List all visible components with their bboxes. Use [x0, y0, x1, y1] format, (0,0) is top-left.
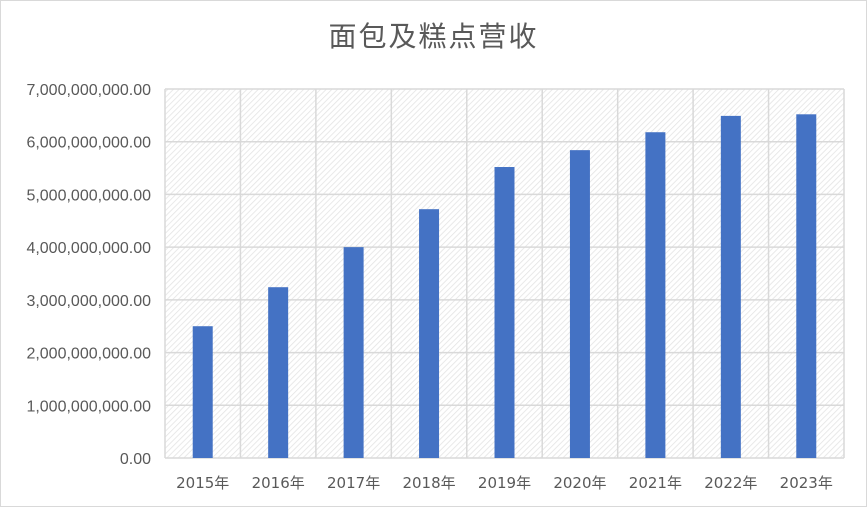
bar — [192, 326, 213, 458]
bar — [569, 150, 590, 459]
y-tick-label: 6,000,000,000.00 — [26, 135, 151, 152]
x-tick-label: 2019年 — [478, 474, 531, 492]
bar — [645, 132, 666, 458]
y-tick-label: 4,000,000,000.00 — [26, 240, 151, 257]
chart-title: 面包及糕点营收 — [328, 20, 539, 53]
x-tick-label: 2022年 — [704, 474, 757, 492]
x-tick-label: 2016年 — [252, 474, 305, 492]
y-tick-label: 3,000,000,000.00 — [26, 293, 151, 310]
x-tick-label: 2015年 — [176, 474, 229, 492]
x-tick-label: 2017年 — [327, 474, 380, 492]
bar — [494, 167, 515, 458]
y-tick-label: 0.00 — [120, 451, 151, 468]
x-tick-label: 2020年 — [553, 474, 606, 492]
y-tick-label: 7,000,000,000.00 — [26, 82, 151, 99]
x-tick-label: 2021年 — [629, 474, 682, 492]
x-tick-label: 2018年 — [402, 474, 455, 492]
bar — [268, 287, 289, 458]
bar — [720, 115, 741, 459]
bar — [419, 209, 440, 458]
x-tick-label: 2023年 — [780, 474, 833, 492]
bar — [796, 114, 817, 458]
y-tick-label: 5,000,000,000.00 — [26, 187, 151, 204]
bar — [343, 247, 364, 458]
y-tick-label: 1,000,000,000.00 — [26, 398, 151, 415]
y-tick-label: 2,000,000,000.00 — [26, 346, 151, 363]
